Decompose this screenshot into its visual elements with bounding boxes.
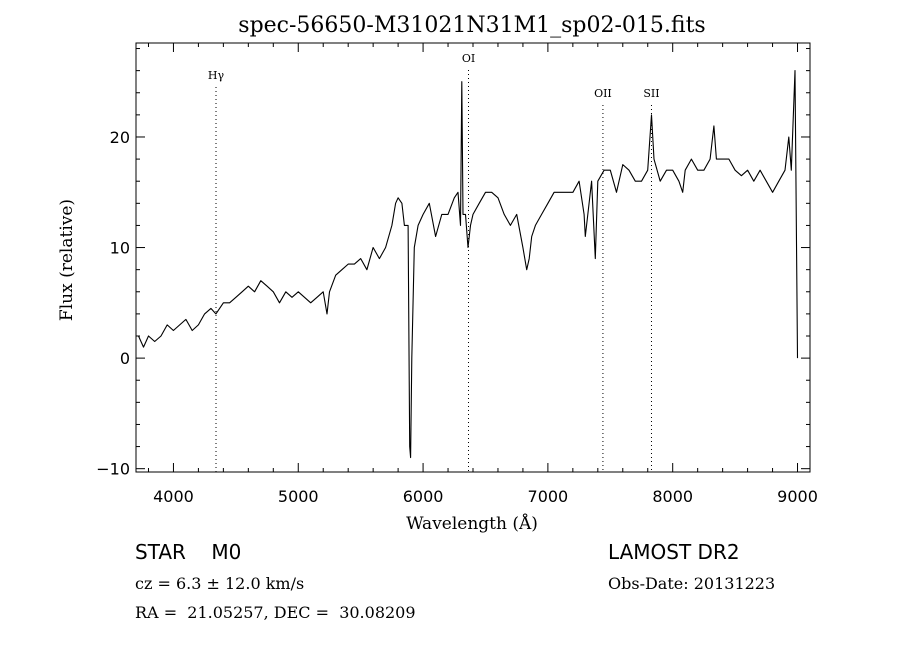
obs-date: Obs-Date: 20131223: [608, 574, 776, 593]
x-axis-label: Wavelength (Å): [406, 513, 538, 534]
line-marker-label: OI: [462, 52, 475, 65]
x-tick-label: 9000: [777, 487, 818, 506]
plot-area: 4000 5000 6000 7000 8000 9000 −10 0 10 20 Hγ OI OII S…: [96, 42, 818, 506]
survey-name: LAMOST DR2: [608, 540, 740, 564]
x-tick-label: 4000: [153, 487, 194, 506]
chart-title: spec-56650-M31021N31M1_sp02-015.fits: [238, 13, 705, 38]
y-tick-label: −10: [96, 460, 130, 479]
x-tick-label: 6000: [403, 487, 444, 506]
spectrum-chart: spec-56650-M31021N31M1_sp02-015.fits 400…: [57, 13, 818, 534]
line-marker-label: OII: [594, 87, 612, 100]
spectrum-series-line: [137, 70, 799, 459]
x-tick-label: 5000: [278, 487, 319, 506]
y-tick-label: 10: [110, 239, 130, 258]
x-tick-label: 8000: [652, 487, 693, 506]
object-class: STAR M0: [135, 540, 242, 564]
ra-dec: RA = 21.05257, DEC = 30.08209: [135, 603, 416, 622]
x-tick-label: 7000: [528, 487, 569, 506]
y-tick-label: 0: [120, 349, 130, 368]
y-axis-label: Flux (relative): [57, 199, 77, 321]
redshift-cz: cz = 6.3 ± 12.0 km/s: [135, 574, 305, 593]
line-marker-label: Hγ: [208, 69, 225, 82]
line-marker-label: SII: [643, 87, 659, 100]
plot-frame: [135, 42, 811, 473]
y-tick-label: 20: [110, 128, 130, 147]
